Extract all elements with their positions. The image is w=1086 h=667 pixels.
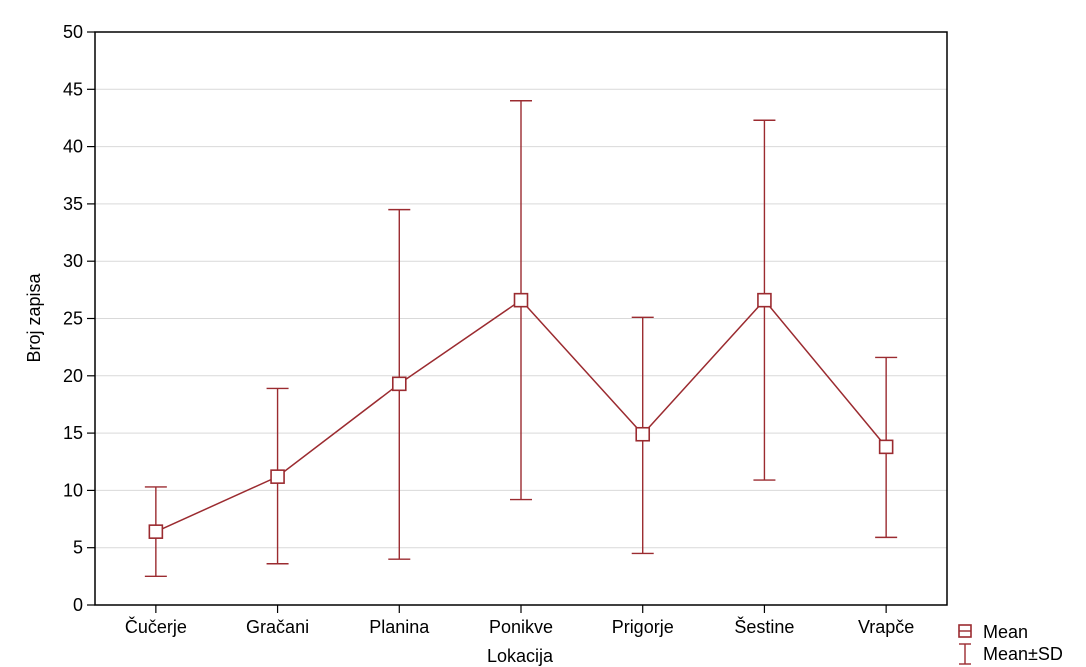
- y-tick-label: 40: [63, 137, 83, 157]
- mean-markers: [148, 292, 894, 539]
- y-tick-labels: 0 5 10 15 20 25 30 35 40 45 50: [63, 22, 95, 615]
- legend-sd-icon: [959, 643, 971, 665]
- y-tick-label: 45: [63, 79, 83, 99]
- legend-mean-icon: [958, 624, 972, 638]
- x-tick-labels: Čučerje Gračani Planina Ponikve Prigorje Šest…: [125, 605, 914, 637]
- mean-marker: [391, 376, 407, 392]
- mean-marker: [757, 292, 772, 308]
- mean-marker: [148, 524, 164, 539]
- y-tick-label: 0: [73, 595, 83, 615]
- legend-sd-label: Mean±SD: [983, 644, 1063, 664]
- legend-mean-label: Mean: [983, 622, 1028, 642]
- y-tick-label: 20: [63, 366, 83, 386]
- y-tick-label: 35: [63, 194, 83, 214]
- mean-marker: [878, 439, 894, 455]
- x-tick-label: Čučerje: [125, 616, 187, 637]
- y-axis-title: Broj zapisa: [24, 272, 44, 362]
- mean-marker: [635, 426, 651, 442]
- x-tick-label: Ponikve: [489, 617, 553, 637]
- y-tick-label: 10: [63, 480, 83, 500]
- x-tick-label: Prigorje: [612, 617, 674, 637]
- x-tick-label: Gračani: [246, 617, 309, 637]
- x-tick-label: Planina: [369, 617, 430, 637]
- y-tick-label: 5: [73, 538, 83, 558]
- y-tick-label: 15: [63, 423, 83, 443]
- x-axis-title: Lokacija: [487, 646, 554, 666]
- x-tick-label: Vrapče: [858, 617, 914, 637]
- y-tick-label: 25: [63, 309, 83, 329]
- mean-marker: [270, 469, 285, 484]
- y-tick-label: 50: [63, 22, 83, 42]
- y-tick-label: 30: [63, 251, 83, 271]
- x-tick-label: Šestine: [734, 616, 794, 637]
- mean-marker: [513, 292, 529, 308]
- error-bars: [144, 100, 898, 578]
- legend: Mean Mean±SD: [958, 622, 1063, 665]
